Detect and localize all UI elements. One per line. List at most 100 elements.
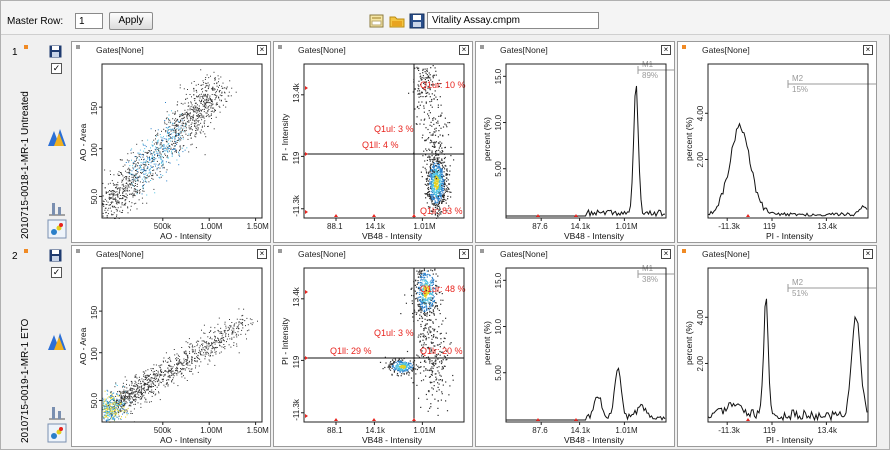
- toolbar: Master Row: Apply: [1, 1, 890, 35]
- plot-status-indicator: [76, 45, 80, 49]
- plot-area: [505, 63, 667, 219]
- histogram-line: [506, 367, 666, 421]
- scatter-points: [102, 69, 237, 219]
- y-tick-label: 50.0: [90, 392, 99, 408]
- plot-status-indicator: [278, 249, 282, 253]
- gate-marker: [372, 214, 376, 217]
- row-number: 1: [12, 47, 18, 58]
- plot-status-indicator: [682, 45, 686, 49]
- close-plot-icon[interactable]: ×: [459, 249, 469, 259]
- bar-chart-icon[interactable]: [47, 197, 67, 217]
- pi-vb48-scatter-plot-canvas[interactable]: Q1ur: 10 % Q1ul: 3 % Q1ll: 4 % Q1lr: 83 % 88…: [274, 42, 474, 244]
- close-plot-icon[interactable]: ×: [257, 45, 267, 55]
- y-axis-title: AO - Area: [78, 123, 88, 161]
- gate-title: Gates[None]: [96, 45, 144, 55]
- gate-percentage: 38%: [642, 275, 658, 284]
- y-axis-title: percent (%): [482, 321, 492, 365]
- x-tick-label: 1.01M: [413, 222, 436, 231]
- plot-area: [101, 63, 263, 219]
- x-tick-label: 1.50M: [247, 222, 270, 231]
- vb48-histogram[interactable]: Gates[None] × M1 38% 87.6 14.1k 1.01M 15.0 10.0 5…: [475, 245, 675, 447]
- x-tick-label: 87.6: [532, 426, 548, 435]
- scatter-points: [379, 268, 454, 416]
- row-number: 2: [12, 251, 18, 262]
- close-plot-icon[interactable]: ×: [863, 249, 873, 259]
- x-axis-title: VB48 - Intensity: [362, 435, 423, 445]
- x-axis-title: VB48 - Intensity: [362, 231, 423, 241]
- save-row-icon[interactable]: [49, 249, 62, 262]
- ao-scatter-plot[interactable]: Gates[None] × 500k 1.00M 1.50M 150 100 50.0 AO -…: [71, 245, 271, 447]
- ao-scatter-plot-canvas[interactable]: 500k 1.00M 1.50M 150 100 50.0 AO - Intensity AO…: [72, 246, 272, 448]
- gate-title: Gates[None]: [500, 45, 548, 55]
- folder-icon[interactable]: [389, 13, 405, 29]
- gate-marker: [746, 214, 750, 217]
- plot-area: [505, 267, 667, 423]
- close-plot-icon[interactable]: ×: [459, 45, 469, 55]
- x-tick-label: 14.1k: [365, 426, 386, 435]
- sample-row-2: 2 ✓ 2010715-0019-1-MR-1 ETO Gates[None] × 500…: [7, 245, 885, 447]
- gate-name: M2: [792, 278, 804, 287]
- pi-histogram-canvas[interactable]: M2 51% -11.3k 119 13.4k 4.00 2.00 PI - Intensit…: [678, 246, 878, 448]
- bar-chart-icon[interactable]: [47, 401, 67, 421]
- scatter-plot-icon[interactable]: [47, 219, 67, 239]
- master-row-input[interactable]: [75, 13, 103, 29]
- pi-vb48-scatter-plot[interactable]: Gates[None] × Q1ur: 48 % Q1ul: 3 % Q1ll: 29 …: [273, 245, 473, 447]
- x-axis-title: AO - Intensity: [160, 435, 212, 445]
- vb48-histogram[interactable]: Gates[None] × M1 89% 87.6 14.1k 1.01M 15.0 10.0 5…: [475, 41, 675, 243]
- y-tick-label: 15.0: [494, 272, 503, 288]
- sample-name: 2010715-0018-1-MR-1 Untreated: [20, 91, 31, 239]
- quadrant-upper-left-label: Q1ul: 3 %: [374, 328, 414, 338]
- gate-marker: [334, 418, 338, 421]
- pi-histogram[interactable]: Gates[None] × M2 51% -11.3k 119 13.4k 4.00 2.00 P…: [677, 245, 877, 447]
- row-status-indicator: [24, 45, 28, 49]
- close-plot-icon[interactable]: ×: [661, 249, 671, 259]
- x-axis-title: VB48 - Intensity: [564, 231, 625, 241]
- gate-marker: [305, 152, 308, 156]
- x-tick-label: 88.1: [327, 426, 343, 435]
- gate-title: Gates[None]: [702, 45, 750, 55]
- y-tick-label: 10.0: [494, 114, 503, 130]
- plot-area: [303, 267, 465, 423]
- close-plot-icon[interactable]: ×: [661, 45, 671, 55]
- pi-histogram-canvas[interactable]: M2 15% -11.3k 119 13.4k 4.00 2.00 PI - Intensit…: [678, 42, 878, 244]
- gate-marker: [305, 414, 308, 418]
- y-tick-label: 100: [90, 143, 99, 157]
- close-plot-icon[interactable]: ×: [863, 45, 873, 55]
- histogram-color-icon[interactable]: [47, 331, 67, 351]
- save-icon[interactable]: [409, 13, 425, 29]
- file-name-field[interactable]: Vitality Assay.cmpm: [427, 12, 599, 29]
- gate-title: Gates[None]: [298, 45, 346, 55]
- gate-title: Gates[None]: [702, 249, 750, 259]
- row-include-checkbox[interactable]: ✓: [51, 267, 62, 278]
- plot-area: [303, 63, 465, 219]
- scatter-points: [102, 308, 258, 423]
- pi-vb48-scatter-plot[interactable]: Gates[None] × Q1ur: 10 % Q1ul: 3 % Q1ll: 4 %…: [273, 41, 473, 243]
- close-plot-icon[interactable]: ×: [257, 249, 267, 259]
- x-tick-label: 88.1: [327, 222, 343, 231]
- pi-vb48-scatter-plot-canvas[interactable]: Q1ur: 48 % Q1ul: 3 %Q1ll: 29 % Q1lr: 20 % 8…: [274, 246, 474, 448]
- quadrant-lower-left-label: Q1ll: 29 %: [330, 346, 372, 356]
- plot-area: [101, 267, 263, 423]
- apply-button[interactable]: Apply: [109, 12, 153, 30]
- y-axis-title: percent (%): [684, 321, 694, 365]
- scatter-plot-icon[interactable]: [47, 423, 67, 443]
- x-tick-label: 87.6: [532, 222, 548, 231]
- pi-histogram[interactable]: Gates[None] × M2 15% -11.3k 119 13.4k 4.00 2.00 P…: [677, 41, 877, 243]
- y-tick-label: -11.3k: [292, 194, 301, 217]
- layout-icon[interactable]: [369, 13, 385, 29]
- ao-scatter-plot-canvas[interactable]: 500k 1.00M 1.50M 150 100 50.0 AO - Intensity AO…: [72, 42, 272, 244]
- gate-percentage: 89%: [642, 71, 658, 80]
- gate-marker: [412, 418, 416, 421]
- gate-marker: [574, 418, 578, 421]
- ao-scatter-plot[interactable]: Gates[None] × 500k 1.00M 1.50M 150 100 50.0 AO -…: [71, 41, 271, 243]
- gate-marker: [334, 214, 338, 217]
- row-header: 1 ✓ 2010715-0018-1-MR-1 Untreated: [7, 41, 69, 243]
- row-include-checkbox[interactable]: ✓: [51, 63, 62, 74]
- x-tick-label: 1.01M: [413, 426, 436, 435]
- x-tick-label: 1.00M: [200, 426, 223, 435]
- histogram-color-icon[interactable]: [47, 127, 67, 147]
- save-row-icon[interactable]: [49, 45, 62, 58]
